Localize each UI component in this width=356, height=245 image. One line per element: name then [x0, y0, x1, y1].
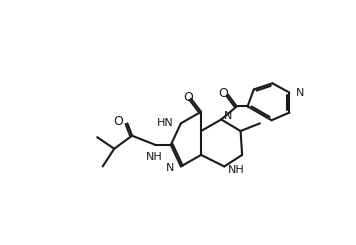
- Text: O: O: [219, 87, 229, 100]
- Text: HN: HN: [156, 118, 173, 128]
- Text: O: O: [183, 91, 193, 104]
- Text: N: N: [224, 111, 232, 121]
- Text: N: N: [166, 163, 175, 173]
- Text: NH: NH: [227, 165, 244, 175]
- Text: NH: NH: [146, 152, 163, 162]
- Text: N: N: [295, 88, 304, 98]
- Text: O: O: [114, 115, 124, 128]
